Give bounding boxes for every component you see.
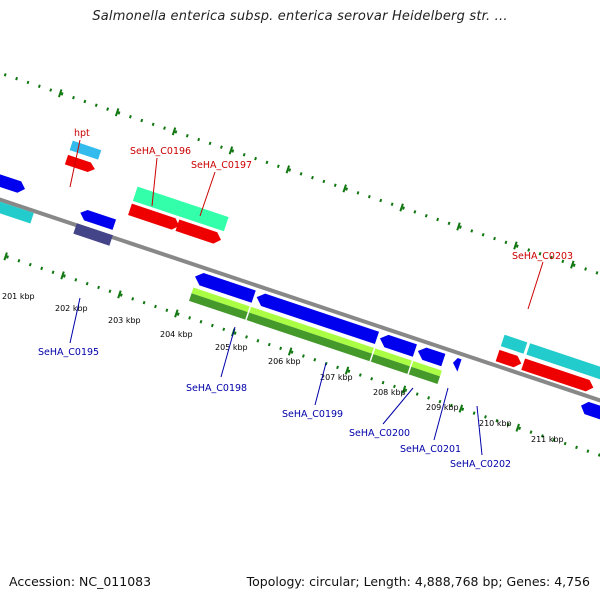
scale-label: 205 kbp xyxy=(215,343,248,352)
inner-tick-track xyxy=(0,220,600,478)
scale-labels: 201 kbp 202 kbp 203 kbp 204 kbp 205 kbp … xyxy=(2,292,564,444)
gene-c0199-reverse xyxy=(256,293,380,345)
cyan-feature-left xyxy=(0,194,34,224)
gene-c0203-forward-b xyxy=(521,358,594,392)
gene-c0200-reverse xyxy=(379,334,417,357)
scale-label: 201 kbp xyxy=(2,292,35,301)
gene-hpt-forward xyxy=(64,154,95,173)
outer-tick-track xyxy=(0,57,600,315)
green-band-dark xyxy=(189,293,441,384)
map-title: Salmonella enterica subsp. enterica sero… xyxy=(92,9,508,24)
reverse-cds-right xyxy=(581,401,600,425)
gene-c0196-forward xyxy=(128,203,180,230)
gene-label-c0198: SeHA_C0198 xyxy=(186,383,247,394)
topology-label: Topology: circular; Length: 4,888,768 bp… xyxy=(246,574,590,589)
gene-label-c0203: SeHA_C0203 xyxy=(512,251,573,262)
gene-c0198-reverse xyxy=(195,273,256,303)
scale-label: 203 kbp xyxy=(108,316,141,325)
gene-c0197-forward xyxy=(175,219,222,244)
gene-c0195-purple xyxy=(73,223,113,246)
gene-c0203-cyan-a xyxy=(500,334,528,354)
gene-label-c0196: SeHA_C0196 xyxy=(130,146,191,157)
scale-label: 207 kbp xyxy=(320,373,353,382)
bottom-label-leaders xyxy=(69,297,483,456)
scale-label: 211 kbp xyxy=(531,435,564,444)
gene-label-c0201: SeHA_C0201 xyxy=(400,444,461,455)
gene-label-c0202: SeHA_C0202 xyxy=(450,459,511,470)
gene-c0195-reverse xyxy=(80,209,117,230)
reverse-cds-left xyxy=(0,169,26,193)
accession-label: Accession: NC_011083 xyxy=(9,574,152,589)
gene-label-c0199: SeHA_C0199 xyxy=(282,409,343,420)
gene-c0203-forward-a xyxy=(495,349,522,368)
scale-label: 204 kbp xyxy=(160,330,193,339)
green-band-light xyxy=(191,287,442,377)
backbone-line xyxy=(0,171,600,429)
gene-label-hpt: hpt xyxy=(74,128,90,139)
gene-label-c0195: SeHA_C0195 xyxy=(38,347,99,358)
gene-label-c0200: SeHA_C0200 xyxy=(349,428,410,439)
scale-label: 210 kbp xyxy=(479,419,512,428)
gene-c0202-reverse xyxy=(452,358,462,372)
scale-label: 208 kbp xyxy=(373,388,406,397)
gene-c0196-teal xyxy=(132,186,229,232)
gene-hpt-cyan xyxy=(69,140,102,160)
gene-c0201-reverse xyxy=(417,347,446,367)
inner-major-ticks xyxy=(3,252,520,432)
scale-label: 202 kbp xyxy=(55,304,88,313)
scale-label: 206 kbp xyxy=(268,357,301,366)
outer-major-ticks xyxy=(58,89,575,269)
gene-label-c0197: SeHA_C0197 xyxy=(191,160,252,171)
gene-c0203-cyan-b xyxy=(526,343,600,381)
top-label-leaders xyxy=(69,139,544,310)
